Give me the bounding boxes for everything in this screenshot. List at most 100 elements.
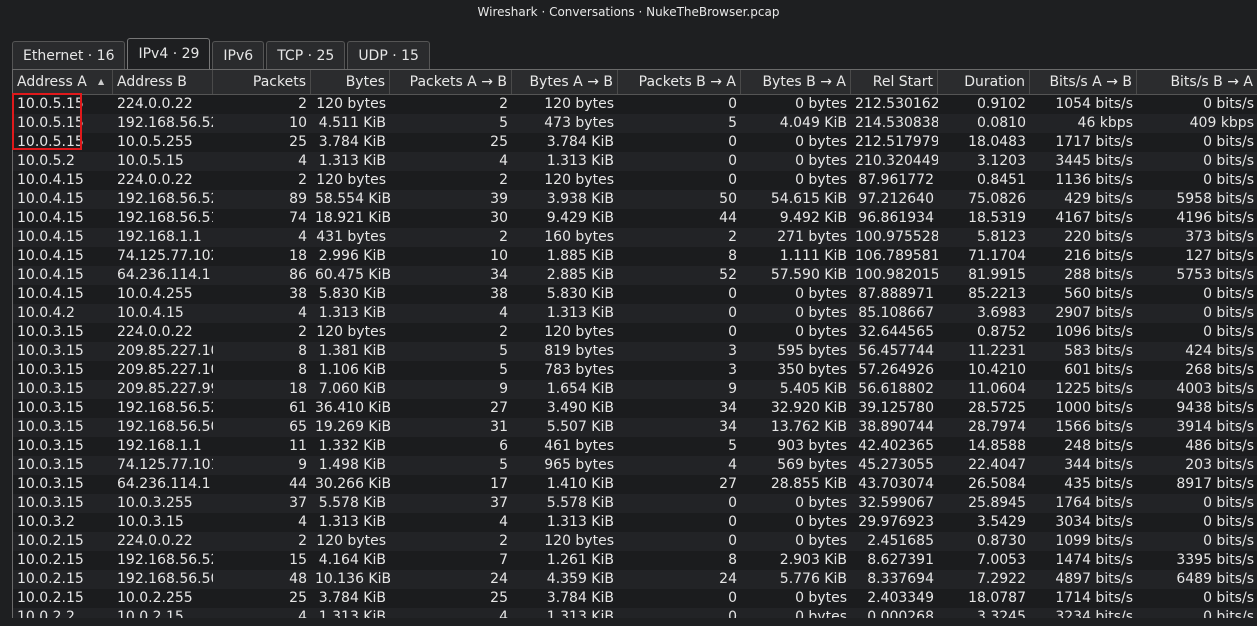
cell-bytes-a-to-b: 120 bytes <box>544 324 614 340</box>
column-header-bits-b-to-a[interactable]: Bits/s B → A <box>1137 70 1257 94</box>
column-header-bytes-b-to-a[interactable]: Bytes B → A <box>741 70 851 94</box>
table-row[interactable]: 10.0.3.15 209.85.227.106 8 1.381 KiB 5 819 by… <box>13 342 1257 361</box>
cell-address-a: 10.0.3.2 <box>17 514 75 530</box>
table-row[interactable]: 10.0.5.15 192.168.56.52 10 4.511 KiB 5 473 by… <box>13 114 1257 133</box>
table-row[interactable]: 10.0.4.2 10.0.4.15 4 1.313 KiB 4 1.313 KiB 0 0 … <box>13 304 1257 323</box>
cell-bits-b-to-a: 5958 bits/s <box>1176 191 1254 207</box>
cell-rel-start: 32.644565 <box>858 324 934 340</box>
cell-packets-a-to-b: 9 <box>499 381 508 397</box>
cell-packets-b-to-a: 0 <box>728 533 737 549</box>
tab-ipv4[interactable]: IPv4 · 29 <box>127 38 211 69</box>
table-row[interactable]: 10.0.5.15 224.0.0.22 2 120 bytes 2 120 bytes 0… <box>13 95 1257 114</box>
cell-bits-b-to-a: 0 bits/s <box>1203 590 1254 606</box>
table-row[interactable]: 10.0.4.15 64.236.114.1 86 60.475 KiB 34 2.885… <box>13 266 1257 285</box>
cell-rel-start: 45.273055 <box>858 457 934 473</box>
cell-bytes: 431 bytes <box>316 229 386 245</box>
table-row[interactable]: 10.0.3.15 209.85.227.100 8 1.106 KiB 5 783 by… <box>13 361 1257 380</box>
cell-bits-a-to-b: 435 bits/s <box>1064 476 1133 492</box>
table-row[interactable]: 10.0.2.15 10.0.2.255 25 3.784 KiB 25 3.784 Ki… <box>13 589 1257 608</box>
cell-bytes: 1.313 KiB <box>318 514 386 530</box>
cell-duration: 11.2231 <box>968 343 1026 359</box>
column-header-packets[interactable]: Packets <box>213 70 311 94</box>
cell-bits-b-to-a: 268 bits/s <box>1185 362 1254 378</box>
table-row[interactable]: 10.0.3.15 74.125.77.101 9 1.498 KiB 5 965 byt… <box>13 456 1257 475</box>
table-row[interactable]: 10.0.2.15 192.168.56.50 48 10.136 KiB 24 4.35… <box>13 570 1257 589</box>
table-row[interactable]: 10.0.3.15 224.0.0.22 2 120 bytes 2 120 bytes 0… <box>13 323 1257 342</box>
cell-bits-a-to-b: 1054 bits/s <box>1055 96 1133 112</box>
table-row[interactable]: 10.0.4.15 224.0.0.22 2 120 bytes 2 120 bytes 0… <box>13 171 1257 190</box>
cell-address-a: 10.0.4.15 <box>17 229 84 245</box>
cell-bytes-b-to-a: 2.903 KiB <box>779 552 847 568</box>
column-header-address-b[interactable]: Address B <box>113 70 213 94</box>
cell-duration: 3.1203 <box>977 153 1026 169</box>
cell-address-a: 10.0.3.15 <box>17 324 84 340</box>
cell-address-a: 10.0.4.15 <box>17 191 84 207</box>
cell-bytes: 58.554 KiB <box>315 191 390 207</box>
cell-bytes-a-to-b: 3.784 KiB <box>546 590 614 606</box>
column-header-bytes[interactable]: Bytes <box>311 70 390 94</box>
table-row[interactable]: 10.0.2.15 224.0.0.22 2 120 bytes 2 120 bytes 0… <box>13 532 1257 551</box>
table-row[interactable]: 10.0.2.2 10.0.2.15 4 1.313 KiB 4 1.313 KiB 0 0 … <box>13 608 1257 618</box>
table-row[interactable]: 10.0.4.15 192.168.1.1 4 431 bytes 2 160 bytes… <box>13 228 1257 247</box>
cell-address-a: 10.0.3.15 <box>17 457 84 473</box>
table-row[interactable]: 10.0.5.2 10.0.5.15 4 1.313 KiB 4 1.313 KiB 0 0 … <box>13 152 1257 171</box>
table-row[interactable]: 10.0.4.15 10.0.4.255 38 5.830 KiB 38 5.830 Ki… <box>13 285 1257 304</box>
column-header-address-a[interactable]: Address A ▲ <box>13 70 113 94</box>
table-header: Address A ▲ Address B Packets Bytes Packets A… <box>13 70 1257 95</box>
cell-packets-b-to-a: 0 <box>728 590 737 606</box>
column-header-bits-a-to-b[interactable]: Bits/s A → B <box>1030 70 1137 94</box>
cell-duration: 3.3245 <box>977 609 1026 618</box>
cell-bits-a-to-b: 220 bits/s <box>1064 229 1133 245</box>
column-header-rel-start[interactable]: Rel Start <box>851 70 938 94</box>
cell-duration: 18.0787 <box>968 590 1026 606</box>
cell-packets-a-to-b: 30 <box>490 210 508 226</box>
cell-duration: 26.5084 <box>968 476 1026 492</box>
cell-packets-b-to-a: 50 <box>719 191 737 207</box>
cell-bits-b-to-a: 6489 bits/s <box>1176 571 1254 587</box>
cell-packets: 25 <box>289 590 307 606</box>
cell-packets: 37 <box>289 495 307 511</box>
tab-ethernet[interactable]: Ethernet · 16 <box>12 41 126 69</box>
tab-udp[interactable]: UDP · 15 <box>347 41 430 69</box>
cell-address-b: 10.0.3.15 <box>117 514 184 530</box>
table-row[interactable]: 10.0.3.15 10.0.3.255 37 5.578 KiB 37 5.578 Ki… <box>13 494 1257 513</box>
cell-bits-b-to-a: 4003 bits/s <box>1176 381 1254 397</box>
cell-bytes-a-to-b: 3.938 KiB <box>546 191 614 207</box>
cell-bits-b-to-a: 486 bits/s <box>1185 438 1254 454</box>
cell-packets: 2 <box>298 172 307 188</box>
cell-address-a: 10.0.3.15 <box>17 343 84 359</box>
tab-ipv6[interactable]: IPv6 <box>212 41 265 69</box>
cell-address-b: 192.168.56.52 <box>117 191 213 207</box>
cell-packets-b-to-a: 4 <box>728 457 737 473</box>
cell-bits-b-to-a: 0 bits/s <box>1203 533 1254 549</box>
cell-address-a: 10.0.4.15 <box>17 286 84 302</box>
cell-address-a: 10.0.4.15 <box>17 210 84 226</box>
table-row[interactable]: 10.0.3.15 192.168.56.50 65 19.269 KiB 31 5.50… <box>13 418 1257 437</box>
cell-address-b: 192.168.1.1 <box>117 438 202 454</box>
table-row[interactable]: 10.0.2.15 192.168.56.52 15 4.164 KiB 7 1.261 … <box>13 551 1257 570</box>
tab-tcp[interactable]: TCP · 25 <box>266 41 346 69</box>
table-row[interactable]: 10.0.3.15 192.168.1.1 11 1.332 KiB 6 461 byte… <box>13 437 1257 456</box>
cell-bits-b-to-a: 0 bits/s <box>1203 286 1254 302</box>
column-header-bytes-a-to-b[interactable]: Bytes A → B <box>512 70 618 94</box>
table-row[interactable]: 10.0.3.15 209.85.227.99 18 7.060 KiB 9 1.654 … <box>13 380 1257 399</box>
cell-bytes: 36.410 KiB <box>315 400 390 416</box>
cell-packets-a-to-b: 5 <box>499 362 508 378</box>
table-row[interactable]: 10.0.5.15 10.0.5.255 25 3.784 KiB 25 3.784 Ki… <box>13 133 1257 152</box>
column-header-packets-a-to-b[interactable]: Packets A → B <box>390 70 512 94</box>
table-row[interactable]: 10.0.4.15 74.125.77.102 18 2.996 KiB 10 1.885… <box>13 247 1257 266</box>
table-row[interactable]: 10.0.4.15 192.168.56.52 89 58.554 KiB 39 3.93… <box>13 190 1257 209</box>
table-row[interactable]: 10.0.3.15 192.168.56.52 61 36.410 KiB 27 3.49… <box>13 399 1257 418</box>
cell-bits-b-to-a: 0 bits/s <box>1203 514 1254 530</box>
table-row[interactable]: 10.0.4.15 192.168.56.51 74 18.921 KiB 30 9.42… <box>13 209 1257 228</box>
cell-rel-start: 57.264926 <box>858 362 934 378</box>
cell-packets: 11 <box>289 438 307 454</box>
cell-bits-a-to-b: 1474 bits/s <box>1055 552 1133 568</box>
cell-address-a: 10.0.2.15 <box>17 533 84 549</box>
table-row[interactable]: 10.0.3.2 10.0.3.15 4 1.313 KiB 4 1.313 KiB 0 0 … <box>13 513 1257 532</box>
column-header-packets-b-to-a[interactable]: Packets B → A <box>618 70 741 94</box>
table-row[interactable]: 10.0.3.15 64.236.114.1 44 30.266 KiB 17 1.410… <box>13 475 1257 494</box>
column-header-duration[interactable]: Duration <box>938 70 1030 94</box>
cell-rel-start: 32.599067 <box>858 495 934 511</box>
cell-duration: 7.2922 <box>977 571 1026 587</box>
